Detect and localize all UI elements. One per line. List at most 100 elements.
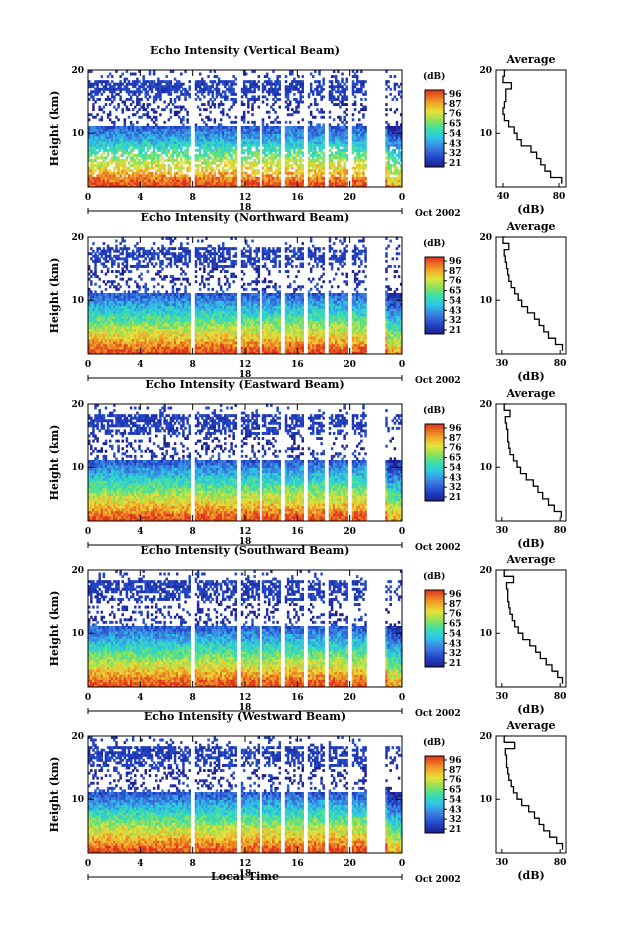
heatmap-cell <box>364 136 367 140</box>
heatmap-cell <box>123 103 127 107</box>
heatmap-cell <box>345 125 348 129</box>
heatmap-cell <box>140 90 143 94</box>
heatmap-cell <box>219 92 223 96</box>
heatmap-cell <box>161 90 164 94</box>
heatmap-cell <box>178 110 181 114</box>
heatmap-cell <box>194 92 198 96</box>
heatmap-cell <box>119 174 122 178</box>
heatmap-cell <box>173 87 177 91</box>
heatmap-cell <box>169 128 173 132</box>
x-tick-label: 12 <box>239 193 252 203</box>
heatmap-cell <box>106 80 110 84</box>
heatmap-cell <box>221 110 225 114</box>
heatmap-cell <box>362 161 365 165</box>
heatmap-cell <box>94 262 97 266</box>
heatmap-cell <box>106 143 110 147</box>
heatmap-cell <box>94 133 97 137</box>
heatmap-cell <box>154 171 158 175</box>
heatmap-cell <box>150 176 154 180</box>
heatmap-cell <box>100 138 104 142</box>
heatmap-cell <box>94 100 97 104</box>
heatmap-cell <box>98 169 101 173</box>
heatmap-cell <box>228 151 231 155</box>
heatmap-cell <box>322 159 325 162</box>
heatmap-cell <box>173 133 177 137</box>
heatmap-cell <box>270 174 273 178</box>
panel-1: Echo Intensity (Northward Beam)2010Heigh… <box>48 211 567 386</box>
heatmap-cell <box>257 105 261 109</box>
heatmap-cell <box>98 125 101 129</box>
heatmap-cell <box>198 72 202 76</box>
heatmap-cell <box>115 143 118 147</box>
heatmap-cell <box>165 146 168 150</box>
heatmap-cell <box>242 164 246 168</box>
heatmap-cell <box>104 156 108 160</box>
heatmap-cell <box>98 166 101 170</box>
heatmap-cell <box>353 85 357 89</box>
heatmap-cell <box>171 87 175 91</box>
heatmap-cell <box>104 133 108 137</box>
heatmap-cell <box>186 174 189 178</box>
heatmap-cell <box>88 151 91 155</box>
average-frame <box>495 69 567 188</box>
heatmap-cell <box>154 138 158 142</box>
heatmap-cell <box>136 82 139 86</box>
heatmap-cell <box>123 120 127 124</box>
heatmap-cell <box>100 75 104 79</box>
heatmap-cell <box>119 90 122 94</box>
heatmap-cell <box>178 95 181 99</box>
heatmap-cell <box>144 169 148 173</box>
heatmap-cell <box>245 95 248 99</box>
heatmap-cell <box>92 146 95 150</box>
heatmap-cell <box>173 105 177 109</box>
heatmap-cell <box>198 148 202 152</box>
heatmap-cell <box>353 169 357 173</box>
heatmap-cell <box>113 87 116 91</box>
heatmap-cell <box>148 80 152 84</box>
heatmap-cell <box>88 169 91 173</box>
heatmap-cell <box>332 164 336 168</box>
heatmap-cell <box>337 146 340 150</box>
heatmap-cell <box>146 179 150 183</box>
heatmap-cell <box>161 131 164 134</box>
heatmap-cell <box>362 113 365 117</box>
heatmap-cell <box>90 184 93 188</box>
heatmap-cell <box>90 125 93 129</box>
heatmap-cell <box>345 113 348 117</box>
heatmap-cell <box>314 100 317 104</box>
heatmap-cell <box>154 95 158 99</box>
heatmap-cell <box>165 87 168 91</box>
heatmap-cell <box>108 82 112 86</box>
heatmap-cell <box>88 138 91 142</box>
heatmap-cell <box>106 259 110 263</box>
heatmap-cell <box>159 146 162 150</box>
heatmap-cell <box>123 141 127 145</box>
heatmap-cell <box>226 95 229 99</box>
heatmap-cell <box>134 141 137 145</box>
heatmap-cell <box>154 97 158 101</box>
heatmap-cell <box>136 138 139 142</box>
heatmap-cell <box>265 159 269 162</box>
heatmap-cell <box>123 133 127 137</box>
heatmap-cell <box>157 164 160 168</box>
heatmap-cell <box>226 156 229 160</box>
heatmap-cell <box>117 143 120 147</box>
heatmap-cell <box>111 128 114 132</box>
heatmap-cell <box>163 85 166 89</box>
heatmap-cell <box>117 87 120 91</box>
heatmap-cell <box>180 125 183 129</box>
heatmap-cell <box>154 143 158 147</box>
heatmap-cell <box>92 131 95 134</box>
heatmap-cell <box>115 82 118 86</box>
heatmap-cell <box>169 87 173 91</box>
heatmap-cell <box>115 166 118 170</box>
heatmap-cell <box>163 80 166 84</box>
heatmap-cell <box>152 277 156 281</box>
heatmap-cell <box>129 131 133 134</box>
heatmap-cell <box>157 290 160 294</box>
heatmap-cell <box>209 146 212 150</box>
heatmap-cell <box>127 153 131 157</box>
heatmap-cell <box>295 97 298 101</box>
heatmap-cell <box>88 179 91 183</box>
heatmap-cell <box>257 125 261 129</box>
